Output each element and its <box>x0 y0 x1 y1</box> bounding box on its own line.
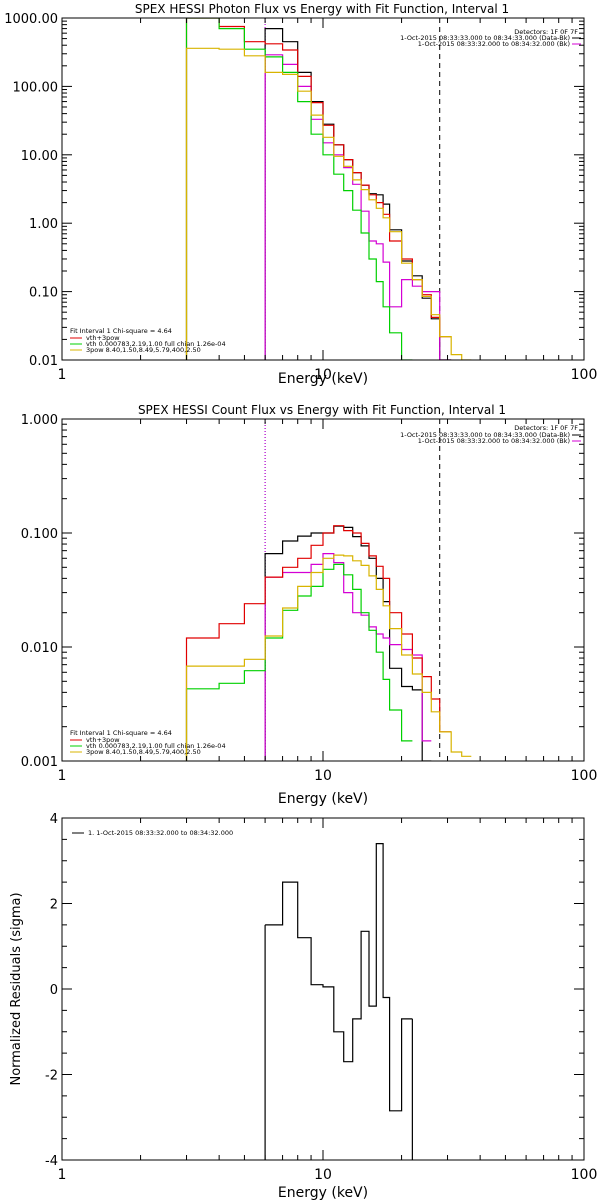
series-data-bk <box>264 525 432 761</box>
count-legend-3pow: 3pow 8.40,1.50,8.49,5.79,400,2.50 <box>86 748 201 756</box>
photon-legend-fit: Fit Interval 1 Chi-square = 4.64 <box>70 327 172 335</box>
count-plot-frame <box>61 418 585 762</box>
residuals-x-axis-label: Energy (keV) <box>278 1185 368 1200</box>
photon-flux-panel: SPEX HESSI Photon Flux vs Energy with Fi… <box>4 2 597 387</box>
x-tick-label: 1 <box>58 1167 67 1183</box>
x-tick-label: 10 <box>314 1167 332 1183</box>
photon-x-axis-label: Energy (keV) <box>278 371 368 387</box>
count-chart-title: SPEX HESSI Count Flux vs Energy with Fit… <box>138 403 506 417</box>
photon-legend-vth3pow: vth+3pow <box>86 334 120 342</box>
photon-plot-frame <box>61 17 585 361</box>
residuals-plot-frame <box>61 817 585 1161</box>
count-info-detectors: Detectors: 1F 0F 7F <box>514 424 578 432</box>
x-tick-label: 100 <box>571 367 598 383</box>
series-3pow <box>185 554 472 761</box>
series-bk <box>264 553 432 761</box>
x-tick-label: 100 <box>571 768 598 784</box>
x-tick-label: 1 <box>58 768 67 784</box>
y-tick-label: 0.100 <box>21 527 58 542</box>
photon-legend-3pow: 3pow 8.40,1.50,8.49,5.79,400,2.50 <box>86 346 201 354</box>
y-tick-label: 0.01 <box>29 354 58 369</box>
residuals-legend-label: 1. 1-Oct-2015 08:33:32.000 to 08:34:32.0… <box>88 829 233 837</box>
x-tick-label: 10 <box>314 367 332 383</box>
y-tick-label: 0.001 <box>21 755 58 770</box>
y-tick-label: 0 <box>50 983 58 998</box>
series-bk <box>264 54 452 360</box>
y-tick-label: 1.00 <box>29 217 58 232</box>
count-x-axis-label: Energy (keV) <box>278 791 368 807</box>
x-tick-label: 1 <box>58 367 67 383</box>
photon-info-detectors: Detectors: 1F 0F 7F <box>514 28 578 36</box>
count-info-bk-interval: 1-Oct-2015 08:33:32.000 to 08:34:32.000 … <box>418 437 570 445</box>
photon-chart-title: SPEX HESSI Photon Flux vs Energy with Fi… <box>135 2 509 16</box>
count-legend-vth: vth 0.000783,2.19,1.00 full chian 1.26e-… <box>86 742 226 750</box>
residuals-panel: 1 10 100 -4 -2 0 2 4 1. 1-Oct-2015 08:33:32.000… <box>9 812 597 1200</box>
y-tick-label: -4 <box>45 1154 58 1169</box>
count-legend-fit: Fit Interval 1 Chi-square = 4.64 <box>70 729 172 737</box>
count-legend-vth3pow: vth+3pow <box>86 736 120 744</box>
y-tick-label: 2 <box>50 898 58 913</box>
residuals-y-axis-label: Normalized Residuals (sigma) <box>9 892 24 1085</box>
photon-info-bk-interval: 1-Oct-2015 08:33:32.000 to 08:34:32.000 … <box>418 40 570 48</box>
y-tick-label: 100.00 <box>13 80 59 95</box>
series-vth <box>185 563 413 761</box>
y-tick-label: 1.000 <box>21 413 58 428</box>
x-tick-label: 100 <box>571 1167 598 1183</box>
count-info-data-interval: 1-Oct-2015 08:33:33.000 to 08:34:33.000 … <box>400 431 570 439</box>
x-tick-label: 10 <box>314 768 332 784</box>
y-tick-label: -2 <box>45 1069 58 1084</box>
photon-legend-vth: vth 0.000783,2.19,1.00 full chian 1.26e-… <box>86 340 226 348</box>
series-1-1-oct-2015-08-33-32-000-to-08-34-32-000 <box>265 843 413 1112</box>
series-vth-3pow <box>185 525 452 761</box>
count-flux-panel: SPEX HESSI Count Flux vs Energy with Fit… <box>21 403 598 807</box>
y-tick-label: 10.00 <box>21 149 58 164</box>
series-vth-3pow <box>185 18 452 360</box>
y-tick-label: 1000.00 <box>4 12 58 27</box>
y-tick-label: 4 <box>50 812 58 827</box>
series-3pow <box>185 47 472 360</box>
y-tick-label: 0.10 <box>29 286 58 301</box>
series-data-bk <box>264 28 452 360</box>
photon-info-data-interval: 1-Oct-2015 08:33:33.000 to 08:34:33.000 … <box>400 34 570 42</box>
y-tick-label: 0.010 <box>21 641 58 656</box>
series-vth <box>185 18 413 360</box>
